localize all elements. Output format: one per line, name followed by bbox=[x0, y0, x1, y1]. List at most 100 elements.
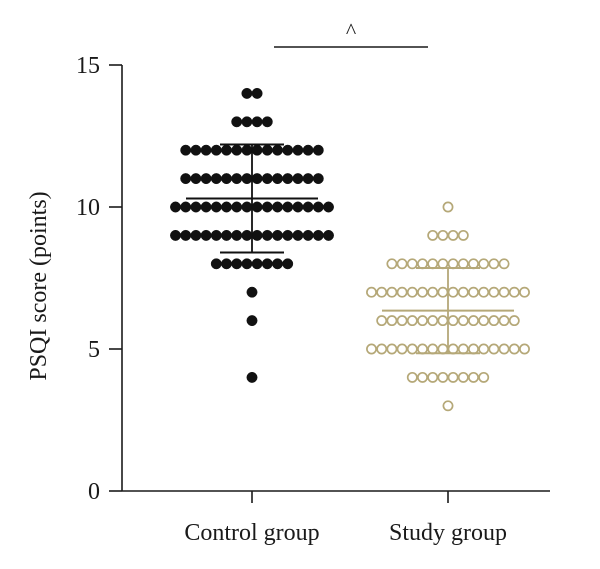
data-point bbox=[457, 315, 469, 327]
data-point bbox=[292, 144, 304, 156]
data-point bbox=[210, 144, 222, 156]
data-point bbox=[241, 258, 253, 270]
data-point bbox=[292, 173, 304, 185]
data-point bbox=[427, 371, 439, 383]
data-point bbox=[246, 286, 258, 298]
data-point bbox=[302, 229, 314, 241]
y-axis-title: PSQI score (points) bbox=[26, 191, 52, 380]
data-point bbox=[210, 258, 222, 270]
data-point bbox=[478, 343, 490, 355]
data-point bbox=[210, 173, 222, 185]
data-point bbox=[396, 286, 408, 298]
data-point bbox=[366, 343, 377, 355]
data-point bbox=[376, 315, 388, 327]
data-point bbox=[241, 144, 253, 156]
data-point bbox=[478, 258, 490, 270]
data-point bbox=[406, 315, 418, 327]
data-point bbox=[406, 258, 418, 270]
data-point bbox=[437, 315, 449, 327]
y-tick-label: 10 bbox=[76, 195, 100, 221]
data-point bbox=[427, 229, 439, 241]
data-point bbox=[282, 258, 294, 270]
data-point bbox=[180, 144, 192, 156]
data-point bbox=[251, 173, 263, 185]
data-point bbox=[231, 201, 243, 213]
data-point bbox=[180, 201, 192, 213]
data-point bbox=[406, 343, 418, 355]
y-tick-label: 15 bbox=[76, 53, 100, 79]
data-point bbox=[406, 371, 418, 383]
data-point bbox=[442, 201, 454, 213]
data-point bbox=[246, 371, 258, 383]
data-point bbox=[200, 229, 212, 241]
data-point bbox=[519, 286, 530, 298]
data-point bbox=[251, 87, 263, 99]
data-point bbox=[312, 229, 324, 241]
data-point bbox=[231, 173, 243, 185]
data-point bbox=[272, 173, 283, 185]
data-point bbox=[417, 258, 428, 270]
data-point bbox=[323, 201, 334, 213]
data-point bbox=[170, 229, 181, 241]
data-point bbox=[427, 315, 439, 327]
data-point bbox=[231, 144, 243, 156]
data-point bbox=[282, 201, 294, 213]
annotation-layer: ^ bbox=[274, 18, 428, 48]
data-point bbox=[498, 315, 510, 327]
data-point bbox=[180, 173, 192, 185]
data-point bbox=[241, 87, 253, 99]
data-point bbox=[457, 229, 469, 241]
data-point bbox=[442, 400, 454, 412]
stats-layer bbox=[186, 143, 514, 355]
data-point bbox=[190, 144, 202, 156]
data-point bbox=[200, 144, 212, 156]
data-point bbox=[437, 286, 449, 298]
data-point bbox=[417, 371, 428, 383]
data-point bbox=[478, 286, 490, 298]
axes-layer: 0 5 10 15 Control group Study group PSQI score… bbox=[26, 53, 550, 546]
data-point bbox=[251, 144, 263, 156]
data-point bbox=[488, 315, 500, 327]
data-point bbox=[447, 371, 459, 383]
data-point bbox=[457, 286, 469, 298]
data-point bbox=[386, 343, 398, 355]
data-point bbox=[457, 343, 469, 355]
data-point bbox=[386, 315, 398, 327]
data-point bbox=[406, 286, 418, 298]
data-point bbox=[241, 229, 253, 241]
data-point bbox=[396, 343, 408, 355]
data-point bbox=[508, 343, 520, 355]
data-point bbox=[468, 371, 479, 383]
data-point bbox=[261, 201, 273, 213]
data-point bbox=[302, 201, 314, 213]
data-point bbox=[417, 343, 428, 355]
data-point bbox=[251, 258, 263, 270]
data-point bbox=[417, 315, 428, 327]
data-point bbox=[170, 201, 181, 213]
data-point bbox=[447, 343, 459, 355]
data-point bbox=[447, 258, 459, 270]
data-point bbox=[468, 286, 479, 298]
points-layer bbox=[170, 87, 530, 412]
data-point bbox=[478, 371, 490, 383]
data-point bbox=[312, 173, 324, 185]
data-point bbox=[221, 144, 232, 156]
data-point bbox=[190, 201, 202, 213]
data-point bbox=[231, 258, 243, 270]
data-point bbox=[468, 258, 479, 270]
data-point bbox=[417, 286, 428, 298]
data-point bbox=[292, 201, 304, 213]
data-point bbox=[366, 286, 377, 298]
data-point bbox=[200, 173, 212, 185]
data-point bbox=[251, 116, 263, 128]
data-point bbox=[200, 201, 212, 213]
data-point bbox=[190, 229, 202, 241]
data-point bbox=[292, 229, 304, 241]
data-point bbox=[221, 229, 232, 241]
data-point bbox=[376, 343, 388, 355]
data-point bbox=[221, 173, 232, 185]
data-point bbox=[437, 343, 449, 355]
data-point bbox=[261, 116, 273, 128]
